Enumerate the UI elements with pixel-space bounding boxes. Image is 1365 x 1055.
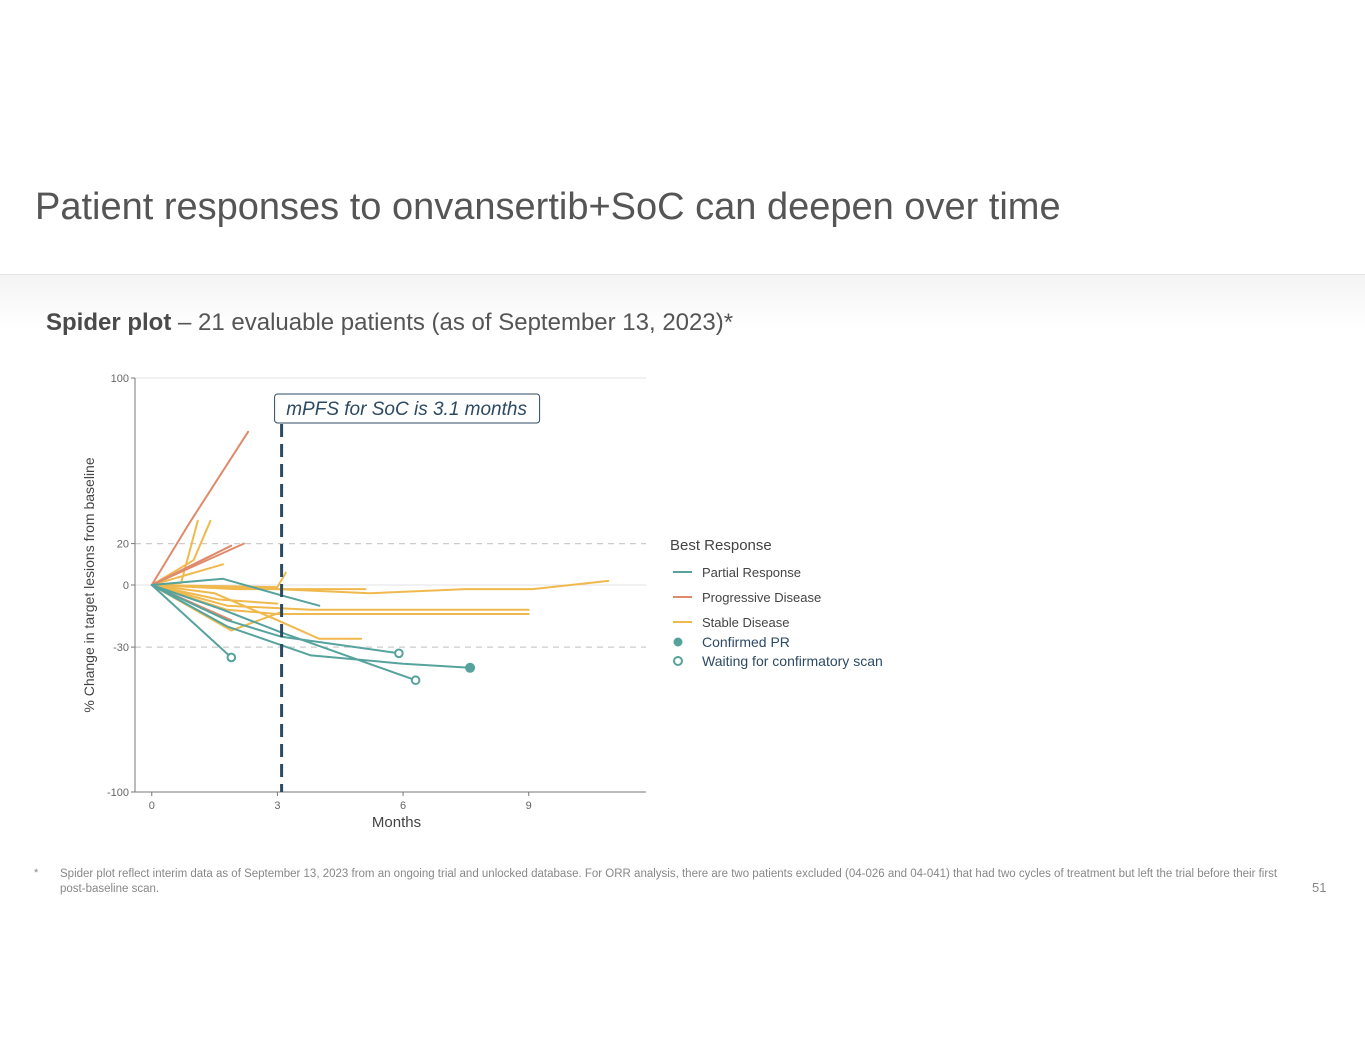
series-line-SD-5: [150, 579, 610, 595]
series-line-PR-1: [150, 584, 472, 669]
x-axis-label: Months: [372, 814, 421, 831]
mpfs-annotation-box: [274, 393, 541, 424]
x-tick-label: 9: [526, 800, 532, 812]
series-line-PD-4: [150, 555, 212, 586]
legend-label: Waiting for confirmatory scan: [702, 653, 883, 669]
legend-title: Best Response: [670, 537, 772, 554]
waiting-scan-marker: [394, 648, 404, 659]
footnote: Spider plot reflect interim data as of S…: [60, 868, 1278, 895]
mpfs-annotation-text: mPFS for SoC is 3.1 months: [286, 399, 527, 420]
waiting-scan-marker: [226, 652, 237, 663]
gridlines: [135, 377, 646, 648]
series-line-SD-6: [150, 584, 367, 591]
x-tick-label: 0: [149, 800, 155, 812]
series-line-PD-1: [150, 430, 250, 586]
series-line-SD-3: [150, 563, 224, 586]
header-band: [0, 275, 1365, 330]
y-tick-label: 20: [117, 539, 129, 551]
series-line-PR-4: [150, 584, 233, 659]
subtitle-bold: Spider plot: [46, 309, 172, 336]
legend-label: Stable Disease: [702, 615, 789, 630]
series-markers: [226, 648, 476, 686]
y-tick-label: -30: [113, 642, 129, 654]
legend-label: Progressive Disease: [702, 590, 821, 605]
series-line-SD-9: [150, 584, 363, 640]
series-line-SD-7: [150, 584, 530, 611]
legend-swatch-open-dot: [673, 656, 683, 666]
header-divider: [0, 274, 1365, 275]
x-tick-label: 6: [400, 800, 406, 812]
series-line-PR-5: [150, 577, 321, 607]
chart-subtitle: Spider plot – 21 evaluable patients (as …: [46, 309, 733, 337]
series-line-SD-1: [150, 519, 212, 586]
legend: Best Response Partial Response Progressive…: [670, 537, 883, 669]
y-tick-label: 100: [111, 373, 129, 385]
waiting-scan-marker: [410, 675, 421, 686]
page-number: 51: [1312, 880, 1327, 895]
x-tick-label: 3: [274, 800, 280, 812]
y-tick-label: 0: [123, 580, 129, 592]
confirmed-pr-marker: [465, 662, 476, 673]
slide-title: Patient responses to onvansertib+SoC can…: [35, 186, 1061, 228]
footnote-marker: *: [34, 867, 39, 879]
series-line-SD-11: [150, 584, 279, 605]
mpfs-reference: mPFS for SoC is 3.1 months: [274, 393, 541, 792]
series-line-PR-2: [150, 584, 400, 655]
subtitle-rest: – 21 evaluable patients (as of September…: [171, 309, 734, 336]
series-line-PR-3: [150, 584, 417, 682]
legend-label: Confirmed PR: [702, 634, 790, 650]
legend-label: Partial Response: [702, 565, 801, 580]
axes: 100 20 0 -30 -100 0 3 6 9 Months % Change in targe…: [81, 373, 646, 831]
legend-swatch-filled-dot: [673, 637, 683, 647]
y-axis-label: % Change in target lesions from baseline: [81, 457, 97, 712]
series-lines: [150, 430, 610, 682]
y-tick-label: -100: [107, 787, 129, 799]
